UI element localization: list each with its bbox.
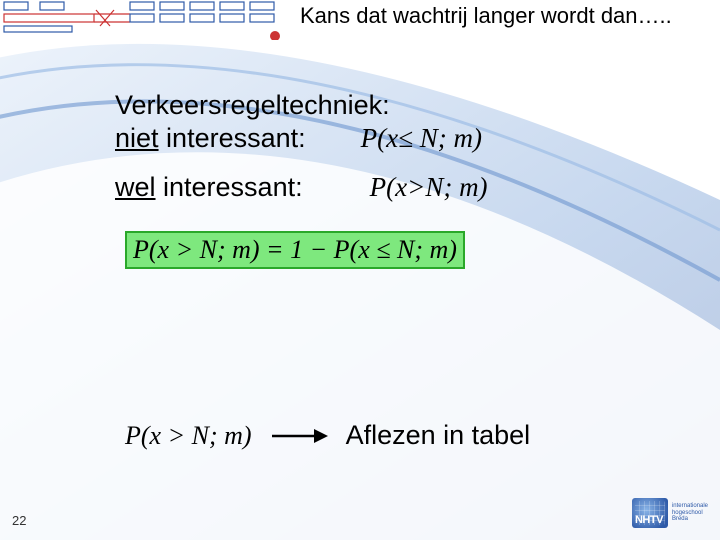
- logo-line3: Breda: [672, 516, 708, 523]
- wel-rest: interessant:: [156, 172, 303, 202]
- niet-rest: interessant:: [159, 123, 306, 153]
- aflezen-text: Aflezen in tabel: [346, 420, 531, 451]
- niet-line: niet interessant: P(x≤ N; m): [115, 123, 680, 154]
- wel-formula: P(x>N; m): [370, 172, 488, 202]
- page-number: 22: [12, 513, 26, 528]
- heading-line: Verkeersregeltechniek:: [115, 90, 680, 121]
- slide-title: Kans dat wachtrij langer wordt dan…..: [300, 3, 720, 29]
- content-area: Verkeersregeltechniek: niet interessant:…: [115, 90, 680, 269]
- logo-line1: internationale: [672, 503, 708, 510]
- header-decoration: [0, 0, 290, 40]
- boxed-formula: P(x > N; m) = 1 − P(x ≤ N; m): [125, 231, 465, 269]
- niet-formula: P(x≤ N; m): [361, 123, 482, 153]
- wel-line: wel interessant: P(x>N; m): [115, 172, 680, 203]
- arrow-icon: [270, 425, 328, 447]
- boxed-formula-text: P(x > N; m) = 1 − P(x ≤ N; m): [133, 235, 457, 264]
- background-swoosh: [0, 0, 720, 540]
- arrow-left-formula: P(x > N; m): [125, 421, 252, 451]
- logo-line2: hogeschool: [672, 510, 708, 517]
- niet-underlined: niet: [115, 123, 159, 153]
- wel-underlined: wel: [115, 172, 156, 202]
- logo-globe-icon: NHTV: [632, 498, 668, 528]
- logo: NHTV internationale hogeschool Breda: [632, 498, 708, 528]
- logo-acronym: NHTV: [635, 514, 663, 526]
- arrow-row: P(x > N; m) Aflezen in tabel: [125, 420, 530, 451]
- logo-text: internationale hogeschool Breda: [672, 503, 708, 523]
